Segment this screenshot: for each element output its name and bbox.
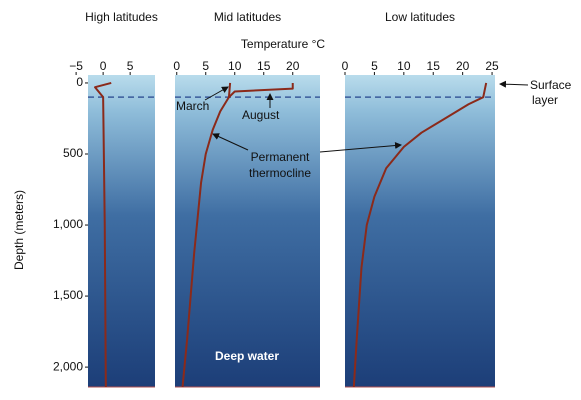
x-axis-label: Temperature °C (241, 37, 325, 51)
y-tick-label: 1,000 (53, 217, 83, 231)
x-tick-label: 5 (371, 59, 378, 73)
x-tick-label: 0 (100, 59, 107, 73)
x-tick-label: 5 (127, 59, 134, 73)
arrow (212, 133, 249, 151)
annotation: March (176, 99, 209, 113)
y-axis-label: Depth (meters) (12, 190, 26, 270)
x-tick-label: 15 (427, 59, 441, 73)
panel-background (175, 75, 320, 387)
x-tick-label: −5 (69, 59, 83, 73)
x-tick-label: 20 (286, 59, 300, 73)
annotation: thermocline (249, 166, 311, 180)
y-tick-label: 2,000 (53, 359, 83, 373)
y-tick-label: 1,500 (53, 288, 83, 302)
temperature-profile (228, 82, 294, 98)
x-tick-label: 5 (202, 59, 209, 73)
x-tick-label: 10 (397, 59, 411, 73)
x-tick-label: 25 (485, 59, 499, 73)
annotation: layer (532, 93, 558, 107)
arrow (204, 86, 229, 101)
temperature-profile (352, 82, 488, 388)
annotation: Deep water (215, 349, 279, 363)
arrow (499, 80, 529, 88)
y-tick-label: 0 (76, 75, 83, 89)
x-tick-label: 15 (257, 59, 271, 73)
x-tick-label: 0 (173, 59, 180, 73)
x-tick-label: 20 (456, 59, 470, 73)
panel-background (88, 75, 155, 387)
temperature-profile (94, 81, 112, 388)
panel-title: Mid latitudes (214, 10, 281, 24)
arrow (319, 142, 402, 153)
temperature-profile (181, 82, 232, 388)
x-tick-label: 0 (342, 59, 349, 73)
y-tick-label: 500 (63, 146, 83, 160)
panel-title: Low latitudes (385, 10, 455, 24)
x-tick-label: 10 (228, 59, 242, 73)
panel-background (345, 75, 495, 387)
annotation: Surface (530, 78, 572, 92)
panel-title: High latitudes (85, 10, 158, 24)
annotation: August (242, 108, 280, 122)
annotation: Permanent (251, 150, 310, 164)
